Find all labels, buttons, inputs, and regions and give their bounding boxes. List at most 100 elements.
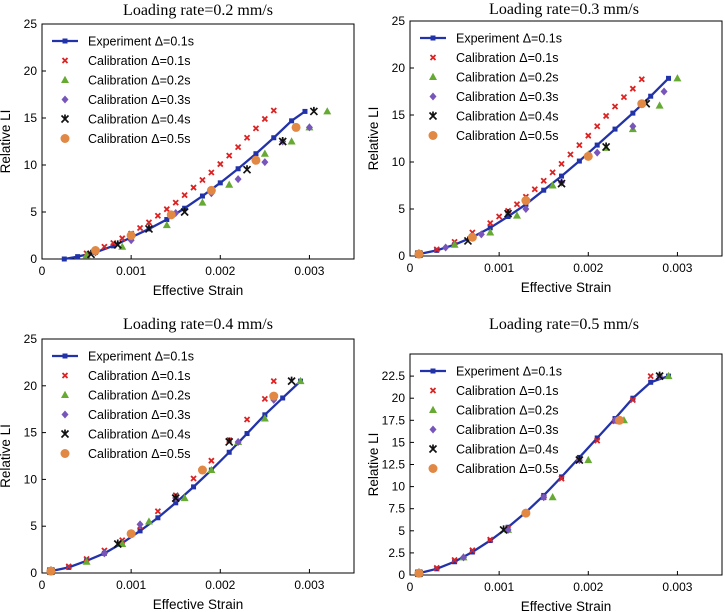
data-point xyxy=(637,99,647,109)
legend-label: Calibration Δ=0.1s xyxy=(456,384,559,398)
x-tick-label: 0.002 xyxy=(205,264,235,278)
y-tick-label: 0 xyxy=(30,566,37,580)
x-tick-label: 0.003 xyxy=(294,264,324,278)
data-point xyxy=(585,132,592,139)
data-point xyxy=(225,437,234,447)
legend-label: Calibration Δ=0.4s xyxy=(88,113,191,127)
data-point xyxy=(144,224,154,234)
data-point xyxy=(197,465,207,475)
data-point xyxy=(673,74,682,82)
legend-label: Experiment Δ=0.1s xyxy=(456,32,562,46)
x-tick-label: 0.001 xyxy=(484,261,514,275)
legend-label: Calibration Δ=0.2s xyxy=(88,389,191,403)
legend-label: Calibration Δ=0.4s xyxy=(88,428,191,442)
data-point xyxy=(190,184,197,191)
legend: Experiment Δ=0.1s Calibration Δ=0.1s Calib… xyxy=(420,365,562,476)
data-point xyxy=(576,158,582,164)
legend-label: Calibration Δ=0.3s xyxy=(88,408,191,422)
data-point xyxy=(433,246,440,253)
data-point xyxy=(119,235,126,242)
data-point xyxy=(648,379,654,385)
data-point xyxy=(548,181,557,189)
series-6 xyxy=(46,391,279,576)
data-point xyxy=(287,137,296,145)
legend-marker xyxy=(61,57,69,64)
y-tick-label: 5 xyxy=(398,202,405,216)
legend-label: Experiment Δ=0.1s xyxy=(88,350,194,364)
data-point xyxy=(180,207,189,217)
data-point xyxy=(243,134,251,141)
series-6 xyxy=(414,415,624,578)
data-point xyxy=(531,186,538,193)
series-3 xyxy=(46,376,305,575)
data-point xyxy=(208,457,215,464)
legend-marker xyxy=(429,72,437,80)
data-point xyxy=(198,198,207,206)
data-point xyxy=(164,217,170,223)
data-point xyxy=(190,475,197,482)
legend-marker xyxy=(430,368,436,374)
y-tick-label: 7.5 xyxy=(388,502,405,516)
chart-title: Loading rate=0.5 mm/s xyxy=(489,316,639,333)
data-point xyxy=(171,493,180,503)
data-point xyxy=(166,210,176,220)
y-tick-label: 20 xyxy=(392,61,406,75)
legend-label: Calibration Δ=0.4s xyxy=(456,110,559,124)
data-point xyxy=(234,175,242,184)
y-tick-label: 5 xyxy=(30,205,37,219)
data-point xyxy=(113,240,122,250)
legend-marker xyxy=(60,114,70,124)
y-tick-label: 12.5 xyxy=(382,458,406,472)
y-tick-label: 10 xyxy=(24,472,38,486)
legend-marker xyxy=(62,353,68,359)
data-point xyxy=(612,126,618,132)
data-point xyxy=(548,493,557,501)
chart-title: Loading rate=0.3 mm/s xyxy=(489,1,639,18)
data-point xyxy=(302,108,308,114)
data-point xyxy=(278,137,287,146)
data-point xyxy=(629,396,636,404)
legend-label: Calibration Δ=0.4s xyxy=(456,443,559,457)
data-point xyxy=(594,123,601,130)
data-point xyxy=(611,103,619,110)
data-point xyxy=(499,525,508,535)
legend-marker xyxy=(61,410,69,419)
plot-frame xyxy=(409,20,723,257)
data-point xyxy=(655,101,664,109)
data-point xyxy=(522,205,530,213)
data-point xyxy=(541,187,547,193)
legend-marker xyxy=(429,387,437,394)
data-point xyxy=(260,414,269,422)
data-point xyxy=(459,553,467,562)
series-5 xyxy=(414,99,651,259)
data-point xyxy=(559,474,565,480)
data-point xyxy=(242,165,252,174)
x-tick-label: 0 xyxy=(39,578,46,592)
data-point xyxy=(113,539,122,549)
data-point xyxy=(666,75,672,81)
series-line xyxy=(418,77,670,256)
y-tick-label: 22.5 xyxy=(382,369,406,383)
data-point xyxy=(513,201,521,208)
data-point xyxy=(594,435,600,441)
y-tick-label: 15 xyxy=(392,435,406,449)
y-tick-label: 10 xyxy=(24,158,38,172)
data-point xyxy=(309,106,318,116)
legend-marker xyxy=(61,372,69,379)
legend-label: Experiment Δ=0.1s xyxy=(88,35,194,49)
data-point xyxy=(452,559,458,565)
series-2 xyxy=(83,107,277,257)
data-point xyxy=(521,508,531,518)
series-4 xyxy=(47,395,278,576)
data-point xyxy=(630,110,636,116)
data-point xyxy=(442,243,450,252)
legend-label: Calibration Δ=0.1s xyxy=(456,51,559,65)
data-point xyxy=(75,254,81,260)
legend-label: Calibration Δ=0.5s xyxy=(456,462,559,476)
data-point xyxy=(487,536,494,543)
data-point xyxy=(181,191,188,199)
legend-label: Experiment Δ=0.1s xyxy=(456,365,562,379)
x-tick-label: 0.003 xyxy=(294,578,324,592)
y-axis-label: Relative LI xyxy=(0,424,13,488)
legend-marker xyxy=(428,111,438,121)
